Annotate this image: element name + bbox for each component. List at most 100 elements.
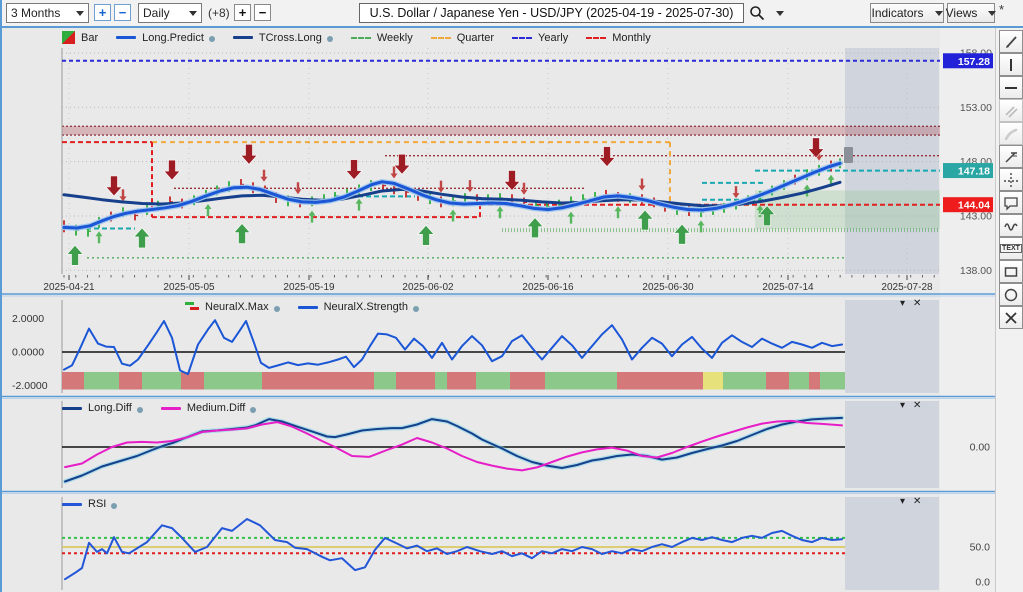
legend-label: Long.Predict [142,31,204,44]
delete-drawing-tool-button[interactable] [999,306,1023,329]
ellipse-tool-button[interactable] [999,283,1023,306]
symbol-search-button[interactable] [749,3,789,23]
legend-swatch [116,36,137,39]
info-dot-icon [326,36,333,42]
interval-select[interactable]: Daily [138,3,202,23]
diff-panel-legend: Long.Diff Medium.Diff [62,402,274,414]
pencil-tool-button[interactable] [999,30,1023,53]
info-dot-icon [208,36,215,42]
legend-item[interactable]: Bar [62,31,98,44]
legend-item[interactable]: NeuralX.Strength [297,301,419,313]
legend-item[interactable]: RSI [62,498,118,510]
close-panel-icon[interactable]: ✕ [913,298,922,309]
legend-item[interactable]: Monthly [586,32,651,44]
main-chart-legend: Bar Long.Predict TCross.Long Weekly Quarter Y… [62,31,669,44]
legend-item[interactable]: Quarter [430,31,495,44]
svg-text:2025-06-30: 2025-06-30 [642,282,694,293]
brush-tool-button[interactable] [999,122,1023,145]
legend-label: Quarter [456,31,495,44]
svg-text:50.0: 50.0 [970,542,991,554]
close-panel-icon[interactable]: ✕ [913,400,922,411]
svg-text:-2.0000: -2.0000 [12,380,48,392]
vertical-line-tool-button[interactable] [999,53,1023,76]
svg-text:2025-04-21: 2025-04-21 [43,282,95,293]
drawing-tools-sidebar: TEXT [995,28,1023,592]
diff-panel: 0.00 [61,401,990,488]
wave-tool-button[interactable] [999,214,1023,237]
info-dot-icon [250,406,257,413]
callout-icon [1004,196,1018,211]
svg-text:2025-06-02: 2025-06-02 [402,282,454,293]
callout-tool-button[interactable] [999,191,1023,214]
chevron-down-icon [76,10,84,16]
crosshair-tool-button[interactable] [999,168,1023,191]
neuralx-panel: 2.0000 0.0000 -2.0000 [12,300,939,393]
legend-item[interactable]: Long.Diff [62,402,143,414]
indicators-button[interactable]: Indicators [870,3,944,23]
rectangle-tool-button[interactable] [999,260,1023,283]
legend-label: NeuralX.Max [205,301,269,313]
svg-text:147.18: 147.18 [958,166,990,178]
legend-label: Medium.Diff [186,402,246,414]
rsi-panel-legend: RSI [62,498,135,510]
horizontal-line-tool-button[interactable] [999,76,1023,99]
svg-text:2025-07-14: 2025-07-14 [762,282,814,293]
text-tool-button[interactable]: TEXT [999,237,1023,260]
legend-label: Long.Diff [88,402,132,414]
delete-x-icon [1005,311,1017,324]
svg-text:138.00: 138.00 [960,265,992,277]
legend-item[interactable]: TCross.Long [232,32,333,44]
svg-text:2025-05-05: 2025-05-05 [163,282,215,293]
bars-offset-label: (+8) [208,6,230,20]
legend-swatch [62,502,82,506]
timeframe-zoom-in-button[interactable]: + [94,4,111,21]
brush-icon [1004,128,1018,140]
chevron-down-icon [189,10,197,16]
parallel-channel-icon [1005,105,1018,118]
timeframe-select[interactable]: 3 Months [6,3,89,23]
collapse-panel-icon[interactable]: ▾ [900,298,906,309]
chevron-down-icon [934,10,943,16]
svg-text:0.0000: 0.0000 [12,347,44,359]
legend-swatch [160,406,181,410]
ellipse-icon [1004,288,1018,301]
parallel-channel-tool-button[interactable] [999,99,1023,122]
views-button[interactable]: Views [946,3,997,23]
chevron-down-icon [776,10,784,16]
collapse-panel-icon[interactable]: ▾ [900,400,906,411]
pencil-icon [1006,35,1017,48]
legend-swatch [350,36,371,39]
diff-panel-controls: ▾ ✕ [900,401,921,411]
bars-minus-button[interactable]: − [254,4,271,21]
neuralx-panel-legend: NeuralX.Max NeuralX.Strength [185,301,437,313]
close-panel-icon[interactable]: ✕ [913,496,922,507]
svg-text:143.00: 143.00 [960,211,992,223]
interval-value: Daily [143,6,170,20]
timeframe-zoom-out-button[interactable]: − [114,4,131,21]
legend-item[interactable]: NeuralX.Max [185,301,280,313]
svg-text:2025-07-28: 2025-07-28 [881,282,933,293]
date-axis: 2025-04-21 2025-05-05 2025-05-19 2025-06-02… [43,275,935,293]
vertical-line-icon [1010,58,1012,71]
bars-plus-button[interactable]: + [234,4,251,21]
text-tool-label: TEXT [1000,244,1022,253]
legend-item[interactable]: Weekly [350,32,413,44]
price-axis: 158.00153.00148.00143.00138.00157.28147.… [943,47,993,277]
legend-swatch [62,406,82,410]
prediction-scroll-handle[interactable] [844,147,853,163]
legend-swatch [185,302,199,312]
legend-label: NeuralX.Strength [323,301,408,313]
timeframe-value: 3 Months [11,6,61,20]
collapse-panel-icon[interactable]: ▾ [900,496,906,507]
rsi-panel-controls: ▾ ✕ [900,497,921,507]
svg-text:2.0000: 2.0000 [12,313,44,325]
fibonacci-tool-button[interactable] [999,145,1023,168]
legend-item[interactable]: Yearly [512,32,568,44]
svg-text:157.28: 157.28 [958,56,990,68]
info-dot-icon [412,305,419,312]
rsi-panel: 50.0 0.0 [61,497,991,590]
legend-item[interactable]: Long.Predict [116,32,215,44]
legend-item[interactable]: Medium.Diff [160,402,257,414]
crosshair-icon [1004,172,1018,187]
